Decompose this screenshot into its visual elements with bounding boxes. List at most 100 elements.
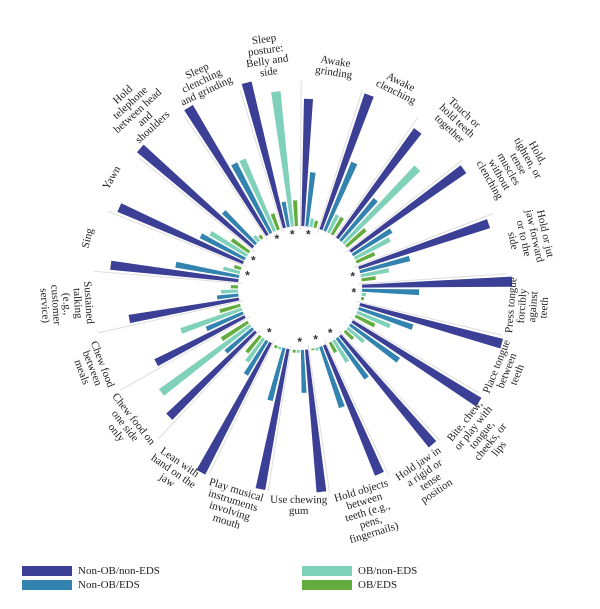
spoke-line	[93, 270, 243, 284]
bar	[221, 210, 258, 246]
bar	[166, 330, 257, 420]
bar-group	[241, 81, 298, 229]
significance-star: *	[275, 232, 280, 246]
bar	[224, 327, 255, 354]
bar-group	[117, 203, 251, 265]
bar-group	[358, 219, 491, 282]
legend-label: OB/non-EDS	[358, 565, 418, 577]
bar-group	[292, 349, 327, 493]
bar	[296, 349, 300, 353]
bar-group	[110, 260, 242, 283]
category-label: Bite, chew,or play withtongue,cheeks, or…	[444, 396, 521, 473]
bar	[216, 293, 239, 300]
bar	[267, 347, 286, 402]
bar	[360, 268, 390, 278]
spoke-line	[356, 300, 502, 336]
radial-bar-chart: ********** * Awakegrinding AwakeclenchingT…	[37, 32, 556, 546]
bar	[209, 230, 248, 257]
spoke-line	[138, 157, 256, 252]
bar	[230, 238, 251, 254]
bar	[342, 165, 421, 245]
category-label: Use chewing gum	[270, 494, 328, 517]
legend-swatch	[302, 566, 352, 576]
bar-group	[319, 93, 374, 236]
bar	[319, 345, 345, 409]
spoke-line	[332, 117, 419, 241]
legend-item-ob-eds: OB/EDS	[302, 579, 397, 591]
bar	[349, 323, 401, 363]
bar	[335, 336, 369, 380]
bar	[359, 303, 504, 349]
bar	[219, 303, 241, 314]
spoke-line	[307, 345, 331, 493]
category-label: Hold,tighten, ortensemuscleswithoutclenc…	[473, 130, 554, 203]
bar	[323, 161, 358, 232]
spoke-line	[208, 339, 275, 475]
bar-group	[255, 344, 290, 491]
bar	[136, 144, 255, 249]
bar	[330, 216, 344, 236]
bar	[271, 91, 294, 227]
legend-label: OB/EDS	[358, 579, 398, 591]
bar	[360, 296, 365, 301]
category-label: Lean withhand on thejaw	[143, 443, 205, 500]
bar	[327, 214, 340, 234]
bar-group	[335, 128, 422, 248]
spoke-lines	[93, 81, 507, 493]
bar-group	[128, 285, 240, 324]
bar	[292, 349, 296, 353]
bar	[273, 344, 278, 349]
category-label: Holdtelephonebetween headandshoulders	[97, 70, 180, 152]
bar	[355, 251, 376, 264]
significance-star: *	[313, 333, 318, 347]
legend-swatch	[22, 566, 72, 576]
bar	[305, 349, 327, 493]
bar	[255, 348, 290, 491]
legend-item-ob-non-eds: OB/non-EDS	[302, 565, 417, 577]
spoke-line	[267, 345, 292, 493]
bar	[117, 203, 244, 265]
bar-group	[301, 98, 319, 229]
spoke-line	[345, 159, 463, 253]
spoke-line	[357, 273, 507, 285]
spoke-line	[107, 210, 247, 267]
bar	[332, 339, 350, 363]
bar	[356, 310, 391, 329]
bar	[313, 220, 319, 229]
bar	[338, 334, 437, 448]
bar	[319, 93, 374, 231]
bar	[292, 200, 298, 227]
bar	[305, 172, 316, 227]
spoke-line	[316, 90, 363, 233]
bar-group	[154, 303, 246, 367]
legend: Non-OB/non-EDS Non-OB/EDS OB/non-EDS OB/…	[0, 555, 600, 605]
significance-star: *	[350, 269, 355, 283]
bar	[335, 128, 422, 240]
spoke-line	[184, 115, 269, 241]
bar	[245, 337, 265, 363]
bar	[220, 320, 249, 342]
category-label: Chew foodbetweenmeals	[67, 339, 116, 397]
legend-item-non-ob-non-eds: Non-OB/non-EDS	[22, 565, 160, 577]
spoke-line	[97, 300, 244, 334]
bar	[358, 306, 414, 330]
bar	[361, 292, 367, 297]
bar	[233, 264, 242, 271]
bar-group	[158, 320, 257, 420]
bar	[281, 201, 290, 228]
category-label: Touch orhold teethtogether	[429, 94, 484, 149]
spoke-line	[299, 81, 302, 231]
bar	[245, 334, 262, 354]
bar	[231, 162, 273, 234]
bar-group	[136, 144, 264, 249]
significance-star: *	[290, 228, 295, 242]
bar	[253, 234, 261, 243]
spoke-line	[239, 89, 284, 233]
bar-group	[349, 165, 467, 264]
bar	[358, 219, 491, 270]
bar	[220, 289, 239, 294]
category-label: Awakegrinding	[314, 53, 355, 82]
bar	[328, 341, 338, 354]
bar	[243, 339, 269, 376]
bar	[196, 341, 272, 475]
